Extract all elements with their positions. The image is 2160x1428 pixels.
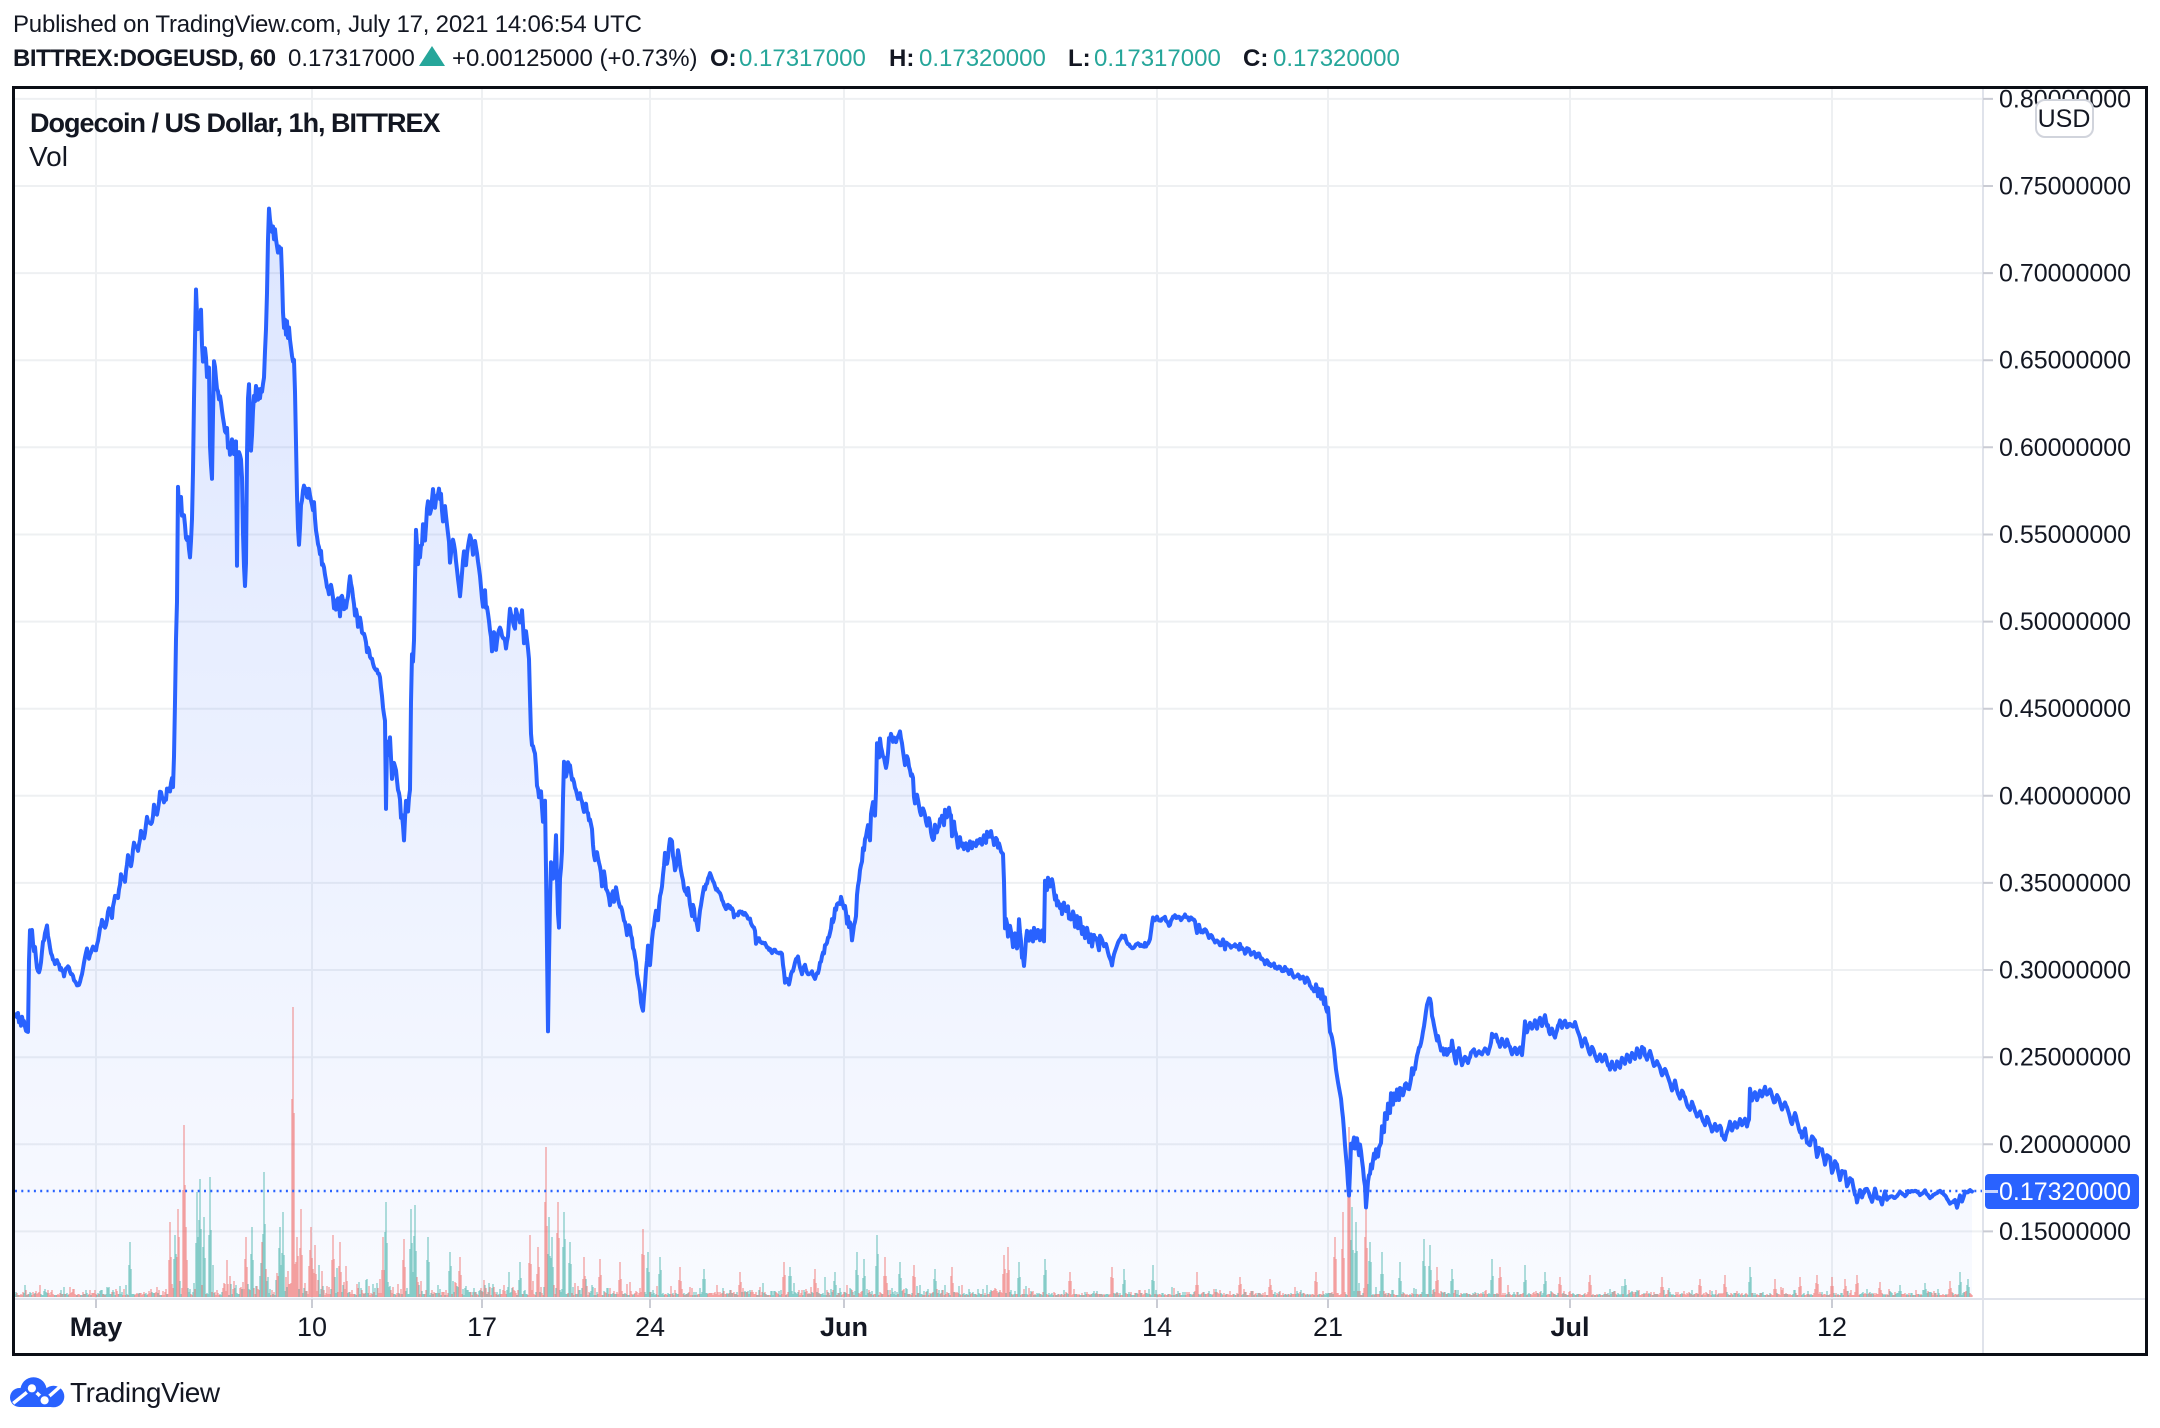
- svg-text:Jul: Jul: [1550, 1312, 1589, 1342]
- svg-text:0.50000000: 0.50000000: [1999, 608, 2131, 636]
- svg-text:21: 21: [1313, 1312, 1343, 1342]
- svg-text:0.25000000: 0.25000000: [1999, 1044, 2131, 1072]
- svg-text:0.35000000: 0.35000000: [1999, 869, 2131, 897]
- svg-text:0.40000000: 0.40000000: [1999, 782, 2131, 810]
- svg-text:24: 24: [635, 1312, 665, 1342]
- svg-text:0.70000000: 0.70000000: [1999, 260, 2131, 288]
- svg-text:0.45000000: 0.45000000: [1999, 695, 2131, 723]
- svg-text:Dogecoin / US Dollar, 1h, BITT: Dogecoin / US Dollar, 1h, BITTREX: [30, 108, 441, 138]
- svg-text:USD: USD: [2038, 105, 2091, 133]
- svg-text:14: 14: [1142, 1312, 1172, 1342]
- svg-text:0.30000000: 0.30000000: [1999, 957, 2131, 985]
- svg-text:12: 12: [1817, 1312, 1847, 1342]
- svg-text:0.55000000: 0.55000000: [1999, 521, 2131, 549]
- svg-text:0.65000000: 0.65000000: [1999, 347, 2131, 375]
- svg-text:Vol: Vol: [29, 141, 68, 172]
- svg-text:10: 10: [297, 1312, 327, 1342]
- svg-text:0.17320000: 0.17320000: [1999, 1178, 2131, 1206]
- svg-text:17: 17: [467, 1312, 497, 1342]
- svg-text:0.20000000: 0.20000000: [1999, 1131, 2131, 1159]
- svg-text:TradingView: TradingView: [70, 1377, 221, 1408]
- svg-text:0.75000000: 0.75000000: [1999, 173, 2131, 201]
- svg-text:Jun: Jun: [820, 1312, 868, 1342]
- svg-text:0.60000000: 0.60000000: [1999, 434, 2131, 462]
- svg-text:Published on TradingView.com,: Published on TradingView.com, July 17, 2…: [13, 11, 642, 38]
- svg-text:0.15000000: 0.15000000: [1999, 1218, 2131, 1246]
- svg-text:BITTREX:DOGEUSD, 600.17317000+: BITTREX:DOGEUSD, 60 0.17317000 +0.00125000…: [13, 45, 1400, 72]
- svg-text:May: May: [70, 1312, 123, 1342]
